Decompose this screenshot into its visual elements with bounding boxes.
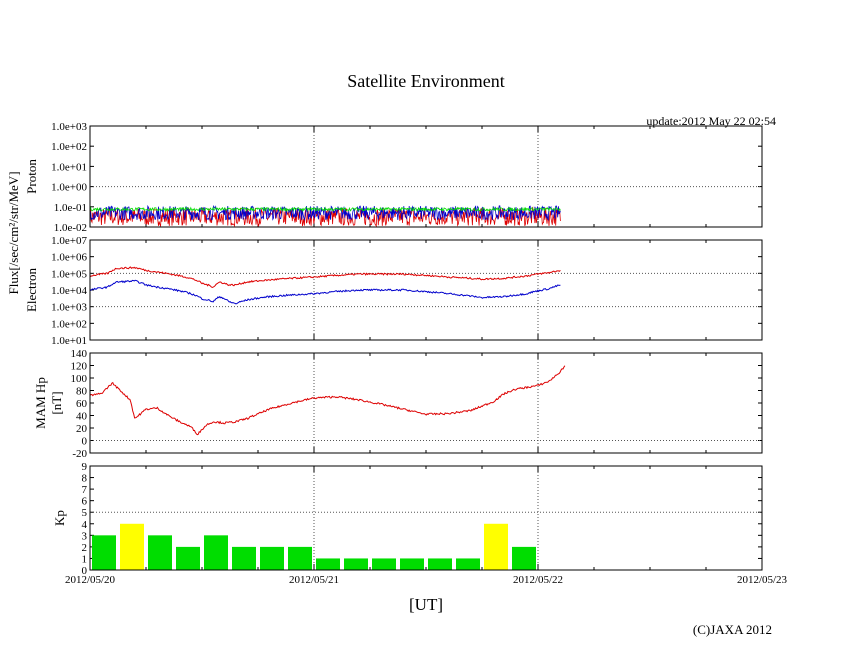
plot-area-electron: [90, 266, 561, 305]
y-tick-label-mam-hp: 20: [76, 423, 88, 435]
y-tick-label-electron: 1.0e+04: [51, 285, 87, 297]
y-tick-label-mam-hp: 80: [76, 386, 88, 398]
panel-frame-kp: [89, 465, 763, 571]
kp-bar: [372, 558, 396, 570]
panel-frame-electron: [89, 239, 763, 341]
y-tick-label-electron: 1.0e+01: [51, 335, 87, 347]
x-axis-title: [UT]: [409, 595, 443, 614]
y-tick-label-electron: 1.0e+05: [51, 268, 87, 280]
y-tick-label-proton: 1.0e+00: [51, 182, 87, 194]
panel-frame-mam-hp: [89, 352, 763, 454]
y-tick-label-kp: 2: [82, 542, 88, 554]
plot-area-kp: [92, 523, 536, 570]
kp-bar: [232, 546, 256, 570]
y-tick-label-electron: 1.0e+07: [51, 235, 87, 247]
series-electron-high: [90, 266, 561, 289]
series-proton-green: [90, 206, 561, 213]
plot-area-proton: [90, 204, 561, 227]
y-tick-label-mam-hp: -20: [72, 448, 87, 460]
y-tick-label-electron: 1.0e+03: [51, 302, 87, 314]
kp-bar: [456, 558, 480, 570]
y-tick-label-proton: 1.0e-02: [54, 222, 87, 234]
y-axis-label-mam-hp: MAM Hp: [33, 377, 48, 429]
kp-bar: [512, 546, 536, 570]
y-tick-label-kp: 0: [82, 565, 88, 577]
x-tick-label: 2012/05/23: [737, 574, 788, 586]
x-tick-label: 2012/05/22: [513, 574, 563, 586]
y-tick-label-mam-hp: 100: [71, 373, 88, 385]
y-tick-label-kp: 4: [82, 519, 88, 531]
y-tick-label-kp: 6: [82, 496, 88, 508]
y-axis-label-kp: Kp: [52, 510, 67, 526]
kp-bar: [92, 535, 116, 570]
y-tick-label-electron: 1.0e+02: [51, 318, 87, 330]
copyright-text: (C)JAXA 2012: [693, 622, 772, 637]
chart-panels: 1.0e-021.0e-011.0e+001.0e+011.0e+021.0e+…: [6, 121, 788, 586]
y-tick-label-mam-hp: 140: [71, 348, 88, 360]
kp-bar: [400, 558, 424, 570]
series-electron-low: [90, 279, 561, 305]
y-axis-unit-mam-hp: [nT]: [49, 391, 64, 414]
y-tick-label-kp: 1: [82, 553, 88, 565]
kp-bar: [344, 558, 368, 570]
kp-bar: [176, 546, 200, 570]
y-tick-label-electron: 1.0e+06: [51, 252, 87, 264]
update-timestamp: update:2012 May 22 02:54: [646, 114, 776, 128]
y-tick-label-kp: 7: [82, 484, 88, 496]
panel-frame-proton: [89, 125, 763, 228]
y-axis-label-proton: Proton: [24, 159, 39, 194]
y-tick-label-proton: 1.0e+02: [51, 141, 87, 153]
y-tick-label-kp: 3: [82, 530, 88, 542]
kp-bar: [428, 558, 452, 570]
y-tick-label-mam-hp: 40: [76, 411, 88, 423]
chart-title: Satellite Environment: [347, 71, 504, 91]
y-tick-label-proton: 1.0e+01: [51, 161, 87, 173]
panel-proton: 1.0e-02 1.0e-01 1.0e+00 1.0e+01 1.0e+02 1.0e+…: [24, 121, 763, 234]
flux-axis-label: Flux[/sec/cm²/str/MeV]: [6, 171, 21, 294]
panel-electron: 1.0e+01 1.0e+02 1.0e+03 1.0e+04 1.0e+05 1.0e+…: [24, 235, 763, 347]
kp-bar: [484, 523, 508, 570]
y-tick-label-kp: 8: [82, 473, 88, 485]
kp-bar: [316, 558, 340, 570]
kp-bar: [288, 546, 312, 570]
y-tick-label-proton: 1.0e-01: [54, 202, 87, 214]
kp-bar: [120, 523, 144, 570]
y-tick-label-mam-hp: 60: [76, 398, 88, 410]
kp-bar: [204, 535, 228, 570]
plot-area-mam-hp: [90, 365, 566, 436]
kp-bar: [148, 535, 172, 570]
y-tick-label-proton: 1.0e+03: [51, 121, 87, 133]
y-tick-label-kp: 5: [82, 507, 88, 519]
kp-bar: [260, 546, 284, 570]
x-tick-label: 2012/05/20: [65, 574, 116, 586]
y-tick-label-kp: 9: [82, 461, 88, 473]
series-mam-hp: [90, 365, 566, 436]
x-tick-label: 2012/05/21: [289, 574, 339, 586]
y-axis-label-electron: Electron: [24, 267, 39, 312]
y-tick-label-mam-hp: 120: [71, 361, 88, 373]
y-tick-label-mam-hp: 0: [82, 436, 88, 448]
